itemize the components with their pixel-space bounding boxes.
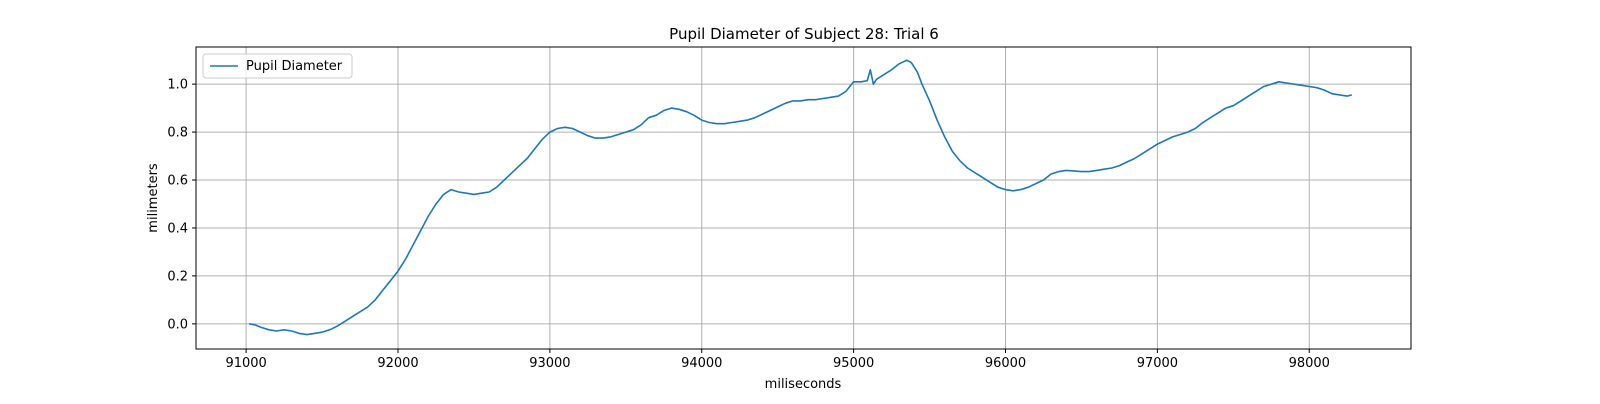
y-tick-label: 0.8 — [167, 126, 188, 141]
x-tick-label: 97000 — [1137, 356, 1178, 371]
x-axis-ticks: 91000 92000 93000 94000 95000 96000 97000 98000 — [225, 349, 1330, 371]
plot-area — [195, 46, 1412, 350]
x-tick-label: 92000 — [377, 356, 418, 371]
x-tick-label: 98000 — [1289, 356, 1330, 371]
x-tick-label: 96000 — [985, 356, 1026, 371]
y-tick-label: 0.4 — [167, 221, 188, 236]
x-tick-label: 94000 — [681, 356, 722, 371]
y-tick-label: 0.0 — [167, 317, 188, 332]
x-axis-label: miliseconds — [765, 377, 842, 392]
gridlines — [196, 47, 1411, 349]
y-tick-label: 1.0 — [167, 78, 188, 93]
series-line-pupil-diameter — [249, 59, 1353, 336]
legend-label: Pupil Diameter — [246, 59, 343, 74]
y-axis-ticks: 0.0 0.2 0.4 0.6 0.8 1.0 — [167, 78, 196, 332]
y-axis-label: milimeters — [146, 163, 161, 233]
x-tick-label: 95000 — [833, 356, 874, 371]
x-tick-label: 91000 — [225, 356, 266, 371]
series-layer — [249, 59, 1353, 336]
legend: Pupil Diameter — [202, 53, 353, 79]
y-tick-label: 0.2 — [167, 269, 188, 284]
legend-box — [202, 53, 353, 79]
chart-title: Pupil Diameter of Subject 28: Trial 6 — [669, 25, 939, 43]
x-tick-label: 93000 — [529, 356, 570, 371]
y-tick-label: 0.6 — [167, 174, 188, 189]
